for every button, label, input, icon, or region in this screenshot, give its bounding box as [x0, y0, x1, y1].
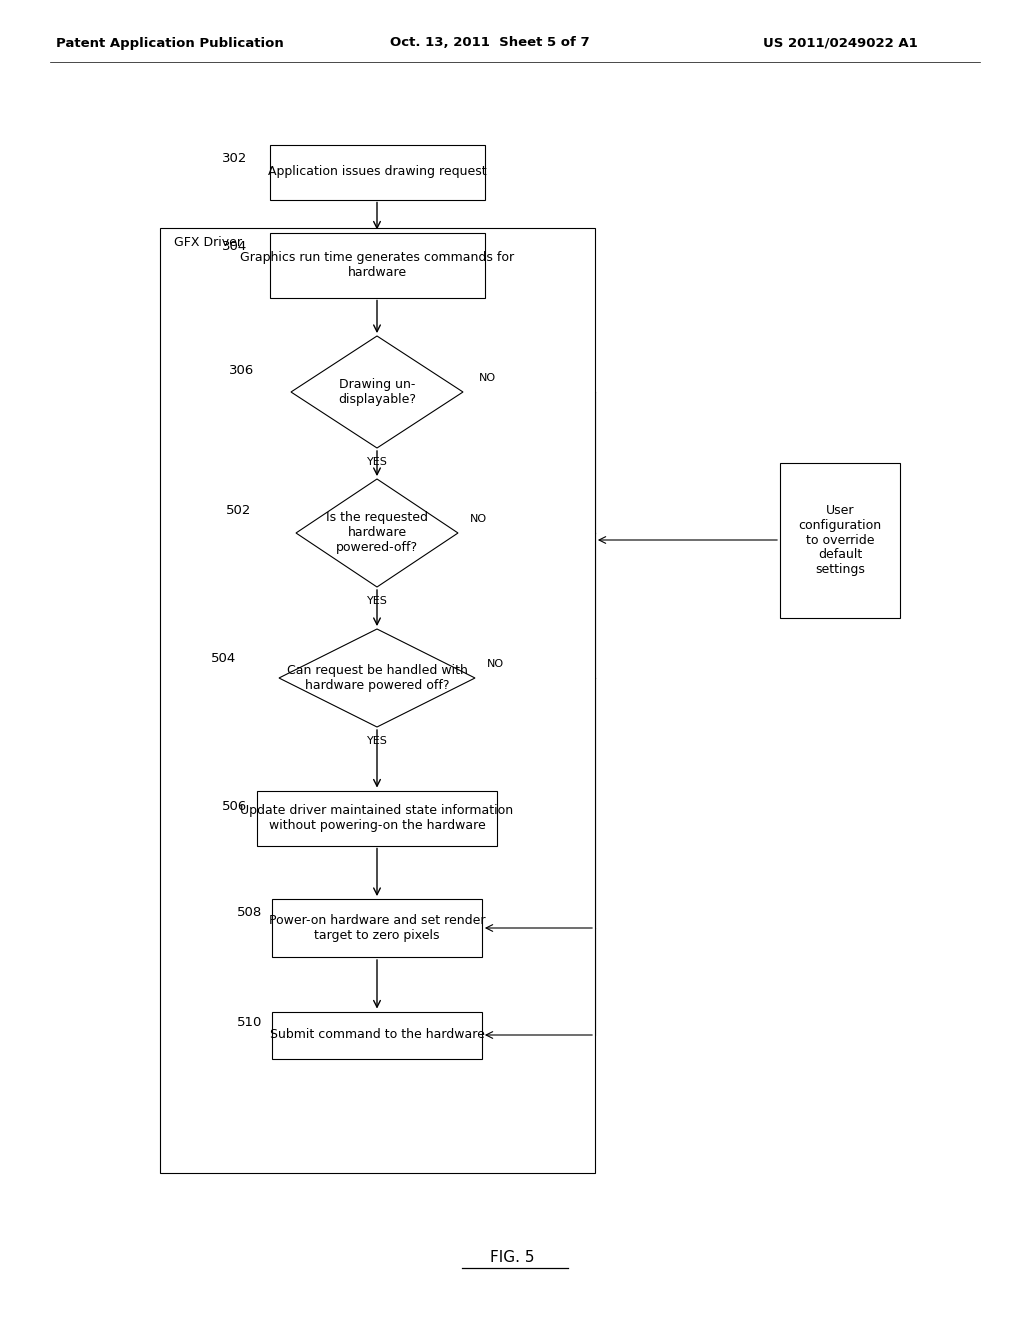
Text: Submit command to the hardware: Submit command to the hardware	[269, 1028, 484, 1041]
Bar	[269, 232, 484, 297]
Text: FIG. 5: FIG. 5	[489, 1250, 535, 1266]
Text: NO: NO	[487, 659, 504, 669]
Text: Update driver maintained state information
without powering-on the hardware: Update driver maintained state informati…	[241, 804, 514, 832]
Text: Patent Application Publication: Patent Application Publication	[56, 37, 284, 49]
Bar	[269, 144, 484, 199]
Text: 510: 510	[237, 1016, 262, 1030]
Bar	[272, 1011, 482, 1059]
Bar	[780, 462, 900, 618]
Text: Application issues drawing request: Application issues drawing request	[267, 165, 486, 178]
Text: YES: YES	[367, 597, 387, 606]
Text: 306: 306	[229, 363, 254, 376]
Text: US 2011/0249022 A1: US 2011/0249022 A1	[763, 37, 918, 49]
Polygon shape	[291, 337, 463, 447]
Text: 502: 502	[226, 504, 251, 517]
Text: 504: 504	[211, 652, 237, 664]
Bar	[272, 899, 482, 957]
Text: Graphics run time generates commands for
hardware: Graphics run time generates commands for…	[240, 251, 514, 279]
Text: Can request be handled with
hardware powered off?: Can request be handled with hardware pow…	[287, 664, 467, 692]
Text: Oct. 13, 2011  Sheet 5 of 7: Oct. 13, 2011 Sheet 5 of 7	[390, 37, 590, 49]
Text: YES: YES	[367, 737, 387, 746]
Text: YES: YES	[367, 457, 387, 467]
Text: NO: NO	[470, 513, 487, 524]
Text: User
configuration
to override
default
settings: User configuration to override default s…	[799, 503, 882, 577]
Text: Power-on hardware and set render
target to zero pixels: Power-on hardware and set render target …	[268, 913, 485, 942]
Bar	[257, 791, 497, 846]
Text: Drawing un-
displayable?: Drawing un- displayable?	[338, 378, 416, 407]
Text: 302: 302	[221, 152, 247, 165]
Text: 508: 508	[237, 906, 262, 919]
Text: 304: 304	[221, 240, 247, 253]
Text: Is the requested
hardware
powered-off?: Is the requested hardware powered-off?	[326, 511, 428, 554]
Bar	[160, 228, 595, 1173]
Text: NO: NO	[479, 374, 496, 383]
Text: GFX Driver: GFX Driver	[174, 235, 242, 248]
Polygon shape	[296, 479, 458, 587]
Text: 506: 506	[222, 800, 247, 813]
Polygon shape	[279, 630, 475, 727]
